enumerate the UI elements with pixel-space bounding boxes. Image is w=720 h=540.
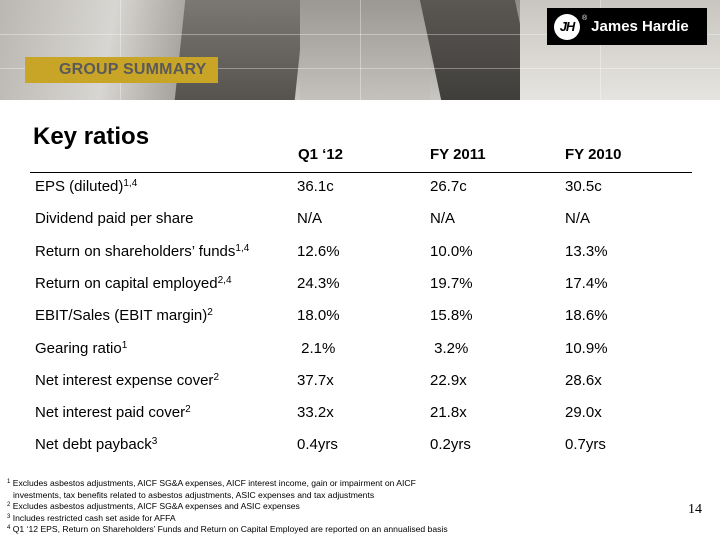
footnote-text: Excludes asbestos adjustments, AICF SG&A… <box>12 501 300 512</box>
table-cell: 33.2x <box>297 404 334 422</box>
row-label: Dividend paid per share <box>35 210 193 227</box>
row-label-text: EBIT/Sales (EBIT margin) <box>35 307 208 325</box>
registered-mark: ® <box>582 15 588 22</box>
row-label: EBIT/Sales (EBIT margin)2 <box>35 307 213 324</box>
footnote-line: 2 Excludes asbestos adjustments, AICF SG… <box>7 501 647 513</box>
table-cell: N/A <box>565 210 591 228</box>
footnote-reference: 2 <box>185 404 191 416</box>
table-row: Return on capital employed2,4 24.3% 19.7% 1… <box>0 275 720 299</box>
footnote-number: 1 <box>7 479 11 485</box>
row-label: Return on capital employed2,4 <box>35 275 232 292</box>
logo-mark-icon: JH <box>554 13 580 40</box>
row-label-text: Net interest paid cover <box>35 404 186 422</box>
table-cell: 21.8x <box>430 404 467 422</box>
row-label: Net debt payback3 <box>35 436 157 453</box>
table-cell: 0.2yrs <box>430 436 471 454</box>
row-label: Net interest expense cover2 <box>35 372 219 389</box>
row-label: Net interest paid cover2 <box>35 404 191 421</box>
row-label: Return on shareholders’ funds1,4 <box>35 243 249 260</box>
footnote-number: 4 <box>7 525 11 532</box>
section-banner: GROUP SUMMARY <box>25 57 218 83</box>
company-name: James Hardie <box>591 18 689 35</box>
header-rule <box>30 172 692 173</box>
row-label-text: Gearing ratio <box>35 339 122 357</box>
footnote-text: Includes restricted cash set aside for A… <box>12 512 176 523</box>
table-cell: 13.3% <box>565 242 608 260</box>
table-cell: 18.6% <box>565 307 608 325</box>
footnote-reference: 2,4 <box>217 274 232 286</box>
footnote-line: investments, tax benefits related to asb… <box>7 490 647 502</box>
footnote-number: 3 <box>7 513 11 520</box>
footnote-reference: 1,4 <box>123 178 138 189</box>
footnote-number: 2 <box>7 502 11 509</box>
table-row: Dividend paid per share N/A N/A N/A <box>0 210 720 234</box>
column-header-fy-2010: FY 2010 <box>565 146 622 163</box>
table-cell: 28.6x <box>565 371 602 389</box>
row-label-text: Dividend paid per share <box>35 210 194 228</box>
table-cell: 2.1% <box>297 339 336 357</box>
table-cell: 0.7yrs <box>565 436 606 454</box>
table-cell: 17.4% <box>565 274 608 292</box>
footnote-line: 3 Includes restricted cash set aside for… <box>7 513 647 525</box>
table-cell: 30.5c <box>565 178 602 195</box>
footnote-text: Q1 ‘12 EPS, Return on Shareholders’ Fund… <box>12 524 448 535</box>
row-label: EPS (diluted)1,4 <box>35 178 137 195</box>
table-cell: 36.1c <box>297 178 334 195</box>
table-cell: 19.7% <box>430 274 473 292</box>
table-cell: 10.9% <box>565 339 608 357</box>
column-header-fy-2011: FY 2011 <box>430 146 486 163</box>
table-cell: 10.0% <box>430 242 473 260</box>
table-cell: 22.9x <box>430 371 467 389</box>
row-label-text: Return on shareholders’ funds <box>35 242 236 260</box>
footnote-line: 4 Q1 ‘12 EPS, Return on Shareholders’ Fu… <box>7 524 647 536</box>
row-label-text: Net interest expense cover <box>35 371 214 389</box>
footnote-reference: 3 <box>151 436 158 448</box>
table-cell: 18.0% <box>297 307 340 325</box>
footnote-text: investments, tax benefits related to asb… <box>13 489 375 500</box>
table-row: Return on shareholders’ funds1,4 12.6% 10.… <box>0 243 720 267</box>
footnote-reference: 1,4 <box>235 242 250 254</box>
page-title: Key ratios <box>33 123 150 150</box>
section-banner-label: GROUP SUMMARY <box>59 61 207 78</box>
footnote-reference: 1 <box>121 339 128 351</box>
table-row: EPS (diluted)1,4 36.1c 26.7c 30.5c <box>0 178 720 202</box>
table-cell: 24.3% <box>297 274 340 292</box>
company-logo: JH ® James Hardie <box>547 8 707 45</box>
row-label: Gearing ratio1 <box>35 340 127 357</box>
table-row: Gearing ratio1 2.1% 3.2% 10.9% <box>0 340 720 364</box>
table-cell: 3.2% <box>430 339 469 357</box>
row-label-text: EPS (diluted) <box>35 178 124 195</box>
table-row: EBIT/Sales (EBIT margin)2 18.0% 15.8% 18.6% <box>0 307 720 331</box>
footnote-line: 1 Excludes asbestos adjustments, AICF SG… <box>7 478 647 490</box>
row-label-text: Return on capital employed <box>35 274 218 292</box>
table-cell: 26.7c <box>430 178 467 195</box>
table-cell: 29.0x <box>565 404 602 422</box>
footnote-reference: 2 <box>207 307 213 319</box>
table-cell: 15.8% <box>430 307 473 325</box>
column-header-q1-12: Q1 ‘12 <box>298 146 344 163</box>
footnote-reference: 2 <box>213 371 219 383</box>
table-cell: 0.4yrs <box>297 436 338 454</box>
table-cell: N/A <box>430 210 456 228</box>
footnotes: 1 Excludes asbestos adjustments, AICF SG… <box>7 478 647 536</box>
table-row: Net debt payback3 0.4yrs 0.2yrs 0.7yrs <box>0 436 720 460</box>
page-number: 14 <box>688 502 702 517</box>
table-cell: 37.7x <box>297 371 334 389</box>
table-row: Net interest expense cover2 37.7x 22.9x 28.… <box>0 372 720 396</box>
row-label-text: Net debt payback <box>35 436 152 454</box>
footnote-text: Excludes asbestos adjustments, AICF SG&A… <box>12 478 416 488</box>
table-cell: N/A <box>297 210 323 228</box>
table-cell: 12.6% <box>297 242 340 260</box>
table-row: Net interest paid cover2 33.2x 21.8x 29.0x <box>0 404 720 428</box>
